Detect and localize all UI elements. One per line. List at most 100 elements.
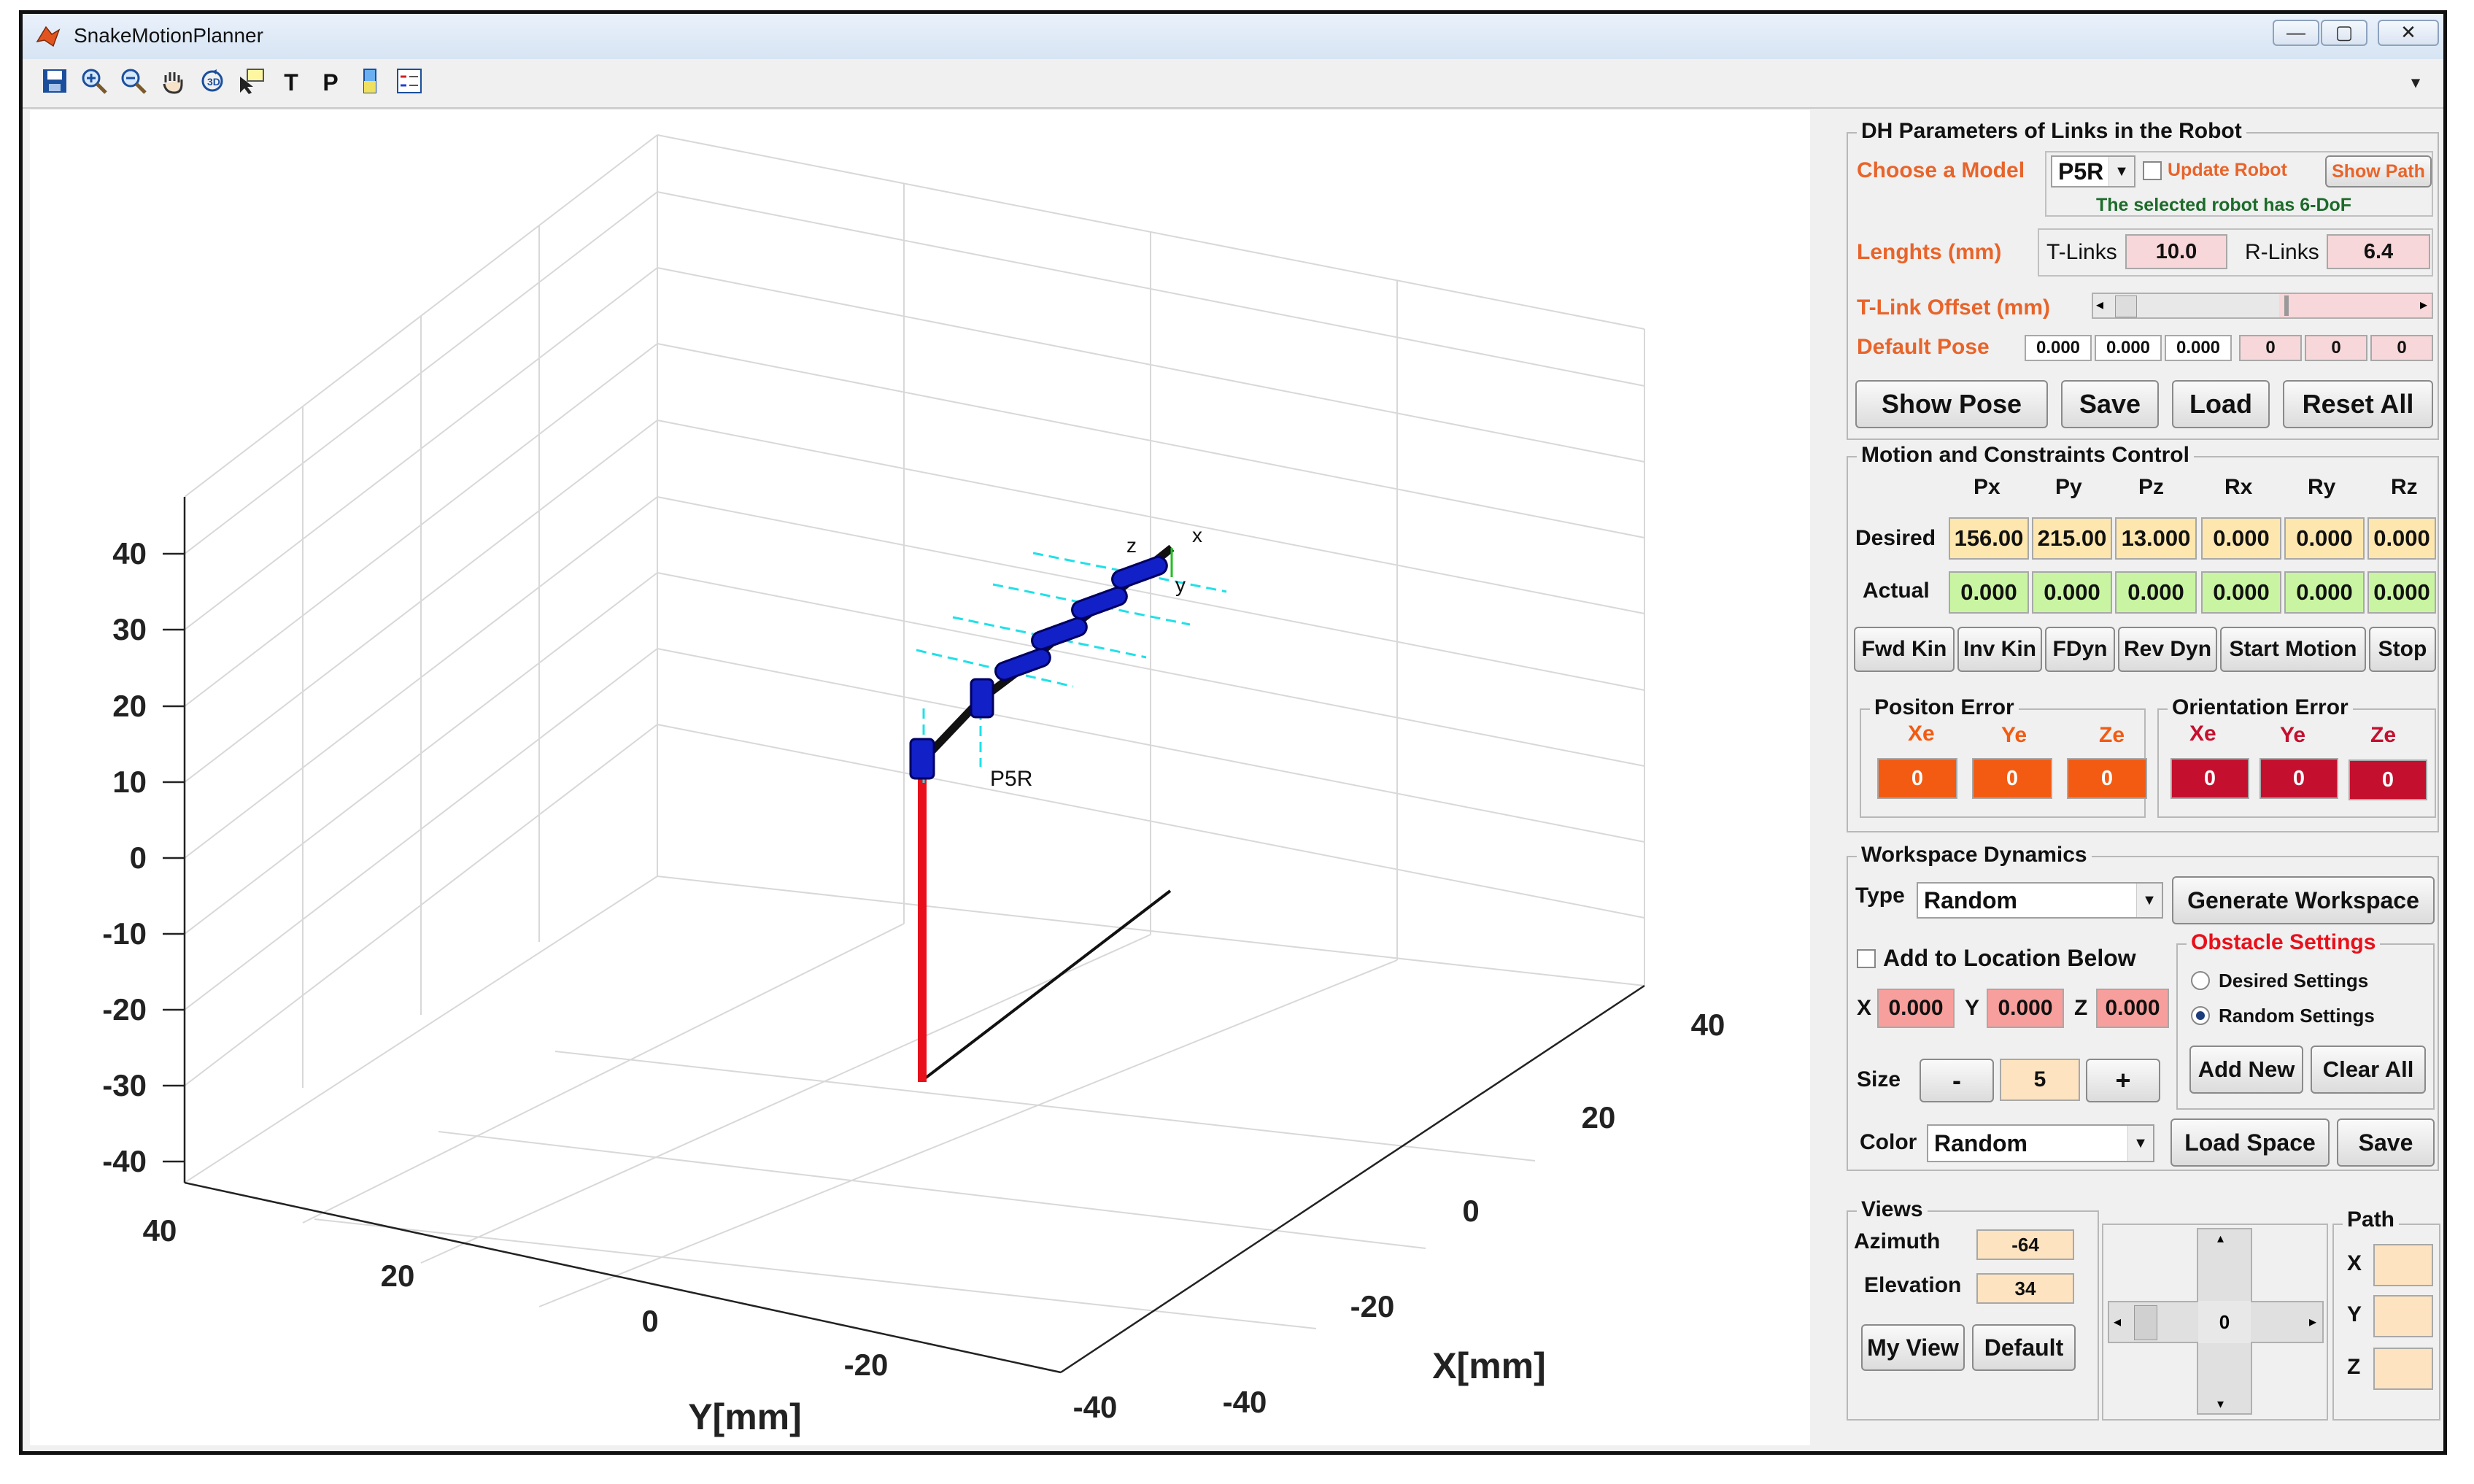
rotate-3d-icon[interactable]: 3D [196, 66, 228, 98]
y-location-input[interactable]: 0.000 [1987, 989, 2064, 1028]
elevation-input[interactable]: 34 [1976, 1273, 2074, 1304]
minimize-button[interactable]: — [2273, 20, 2319, 46]
slider-thumb[interactable] [2134, 1305, 2157, 1340]
update-robot-checkbox[interactable] [2143, 161, 2162, 180]
chevron-down-icon: ▼ [2108, 157, 2134, 186]
save-space-button[interactable]: Save [2337, 1118, 2435, 1167]
desired-ry-input[interactable]: 0.000 [2284, 517, 2365, 560]
y-tick-label: -20 [844, 1348, 889, 1382]
fdyn-button[interactable]: FDyn [2045, 627, 2115, 672]
slider-right-icon[interactable]: ▸ [2419, 297, 2427, 313]
z-tick-label: 20 [112, 689, 147, 723]
y-location-label: Y [1965, 996, 1980, 1020]
path-y-input[interactable] [2373, 1295, 2433, 1337]
slider-left-icon[interactable]: ◂ [2114, 1314, 2122, 1330]
colorbar-icon[interactable] [354, 66, 386, 98]
azimuth-input[interactable]: -64 [1976, 1229, 2074, 1260]
t-links-label: T-Links [2046, 240, 2117, 264]
zoom-out-icon[interactable] [117, 66, 150, 98]
default-pose-field[interactable]: 0.000 [2025, 335, 2092, 361]
legend-icon[interactable] [393, 66, 425, 98]
x-tick-label: -40 [1223, 1385, 1267, 1419]
fwd-kin-button[interactable]: Fwd Kin [1854, 627, 1955, 672]
clear-all-obstacles-button[interactable]: Clear All [2311, 1046, 2426, 1094]
default-pose-field[interactable]: 0.000 [2095, 335, 2162, 361]
path-x-input[interactable] [2373, 1244, 2433, 1286]
default-pose-field[interactable]: 0 [2305, 335, 2367, 361]
motion-panel-title: Motion and Constraints Control [1857, 443, 2194, 468]
pos-ze-value: 0 [2067, 758, 2147, 799]
data-cursor-icon[interactable] [236, 66, 268, 98]
desired-settings-radio[interactable] [2191, 971, 2210, 990]
z-tick-label: -20 [102, 992, 147, 1027]
t-link-offset-slider[interactable]: ◂ ▸ [2092, 293, 2433, 319]
desired-rx-input[interactable]: 0.000 [2201, 517, 2281, 560]
maximize-button[interactable]: ▢ [2321, 20, 2367, 46]
toolbar-collapse-icon[interactable]: ▾ [2411, 73, 2420, 91]
add-new-obstacle-button[interactable]: Add New [2189, 1046, 2303, 1094]
default-pose-field[interactable]: 0 [2370, 335, 2433, 361]
actual-py-value: 0.000 [2032, 571, 2112, 614]
my-view-button[interactable]: My View [1861, 1324, 1965, 1371]
desired-px-input[interactable]: 156.00 [1949, 517, 2029, 560]
zoom-in-icon[interactable] [78, 66, 110, 98]
ori-ye-label: Ye [2280, 723, 2306, 747]
path-z-input[interactable] [2373, 1348, 2433, 1390]
default-pose-field[interactable]: 0 [2239, 335, 2302, 361]
stop-button[interactable]: Stop [2369, 627, 2436, 672]
z-location-input[interactable]: 0.000 [2096, 989, 2169, 1028]
add-location-checkbox[interactable] [1857, 949, 1876, 968]
x-tick-label: -20 [1350, 1289, 1395, 1323]
plot-canvas[interactable]: 40 30 20 10 0 -10 -20 -30 -40 40 20 0 -2… [30, 110, 1810, 1445]
desired-pz-input[interactable]: 13.000 [2115, 517, 2197, 560]
slider-down-icon[interactable]: ▾ [2217, 1396, 2224, 1411]
size-value[interactable]: 5 [2000, 1059, 2080, 1101]
slider-left-icon[interactable]: ◂ [2096, 297, 2104, 313]
load-space-button[interactable]: Load Space [2170, 1118, 2330, 1167]
save-icon[interactable] [39, 66, 71, 98]
column-header-rz: Rz [2391, 475, 2418, 499]
desired-settings-label: Desired Settings [2219, 970, 2369, 992]
desired-py-input[interactable]: 215.00 [2032, 517, 2112, 560]
path-tool-icon[interactable]: P [322, 69, 339, 96]
desired-rz-input[interactable]: 0.000 [2367, 517, 2436, 560]
generate-workspace-button[interactable]: Generate Workspace [2172, 876, 2435, 924]
slider-right-icon[interactable]: ▸ [2308, 1314, 2316, 1330]
start-motion-button[interactable]: Start Motion [2220, 627, 2366, 672]
random-settings-radio[interactable] [2191, 1006, 2210, 1025]
show-pose-button[interactable]: Show Pose [1855, 380, 2048, 428]
pan-hand-icon[interactable] [157, 66, 189, 98]
window-title: SnakeMotionPlanner [74, 24, 263, 47]
actual-pz-value: 0.000 [2115, 571, 2197, 614]
motion-constraints-panel: Motion and Constraints Control Px Py Pz … [1847, 443, 2439, 832]
close-button[interactable]: ✕ [2378, 20, 2439, 46]
column-header-px: Px [1974, 475, 2001, 499]
slider-up-icon[interactable]: ▴ [2217, 1231, 2224, 1245]
size-decrease-button[interactable]: - [1920, 1059, 1994, 1102]
default-view-button[interactable]: Default [1972, 1324, 2076, 1371]
default-pose-field[interactable]: 0.000 [2165, 335, 2232, 361]
size-increase-button[interactable]: + [2086, 1059, 2160, 1102]
y-tick-label: 40 [143, 1213, 177, 1248]
load-pose-button[interactable]: Load [2172, 380, 2270, 428]
inv-kin-button[interactable]: Inv Kin [1957, 627, 2042, 672]
r-links-input[interactable]: 6.4 [2327, 234, 2430, 269]
save-pose-button[interactable]: Save [2061, 380, 2159, 428]
lengths-label: Lenghts (mm) [1857, 240, 2002, 264]
reset-all-button[interactable]: Reset All [2283, 380, 2433, 428]
slider-thumb[interactable] [2115, 295, 2137, 317]
text-tool-icon[interactable]: T [284, 69, 298, 96]
z-tick-label: 0 [130, 840, 147, 875]
default-pose-label: Default Pose [1857, 335, 1990, 359]
rev-dyn-button[interactable]: Rev Dyn [2118, 627, 2217, 672]
obstacle-color-select[interactable]: Random ▼ [1927, 1124, 2154, 1162]
t-links-input[interactable]: 10.0 [2125, 234, 2227, 269]
dh-panel-title: DH Parameters of Links in the Robot [1857, 119, 2246, 144]
z-tick-label: -30 [102, 1068, 147, 1102]
ori-ye-value: 0 [2260, 758, 2338, 799]
workspace-type-select[interactable]: Random ▼ [1917, 882, 2163, 919]
x-location-input[interactable]: 0.000 [1877, 989, 1955, 1028]
model-select[interactable]: P5R ▼ [2051, 155, 2135, 188]
show-path-button[interactable]: Show Path [2325, 155, 2432, 188]
r-links-label: R-Links [2245, 240, 2319, 264]
